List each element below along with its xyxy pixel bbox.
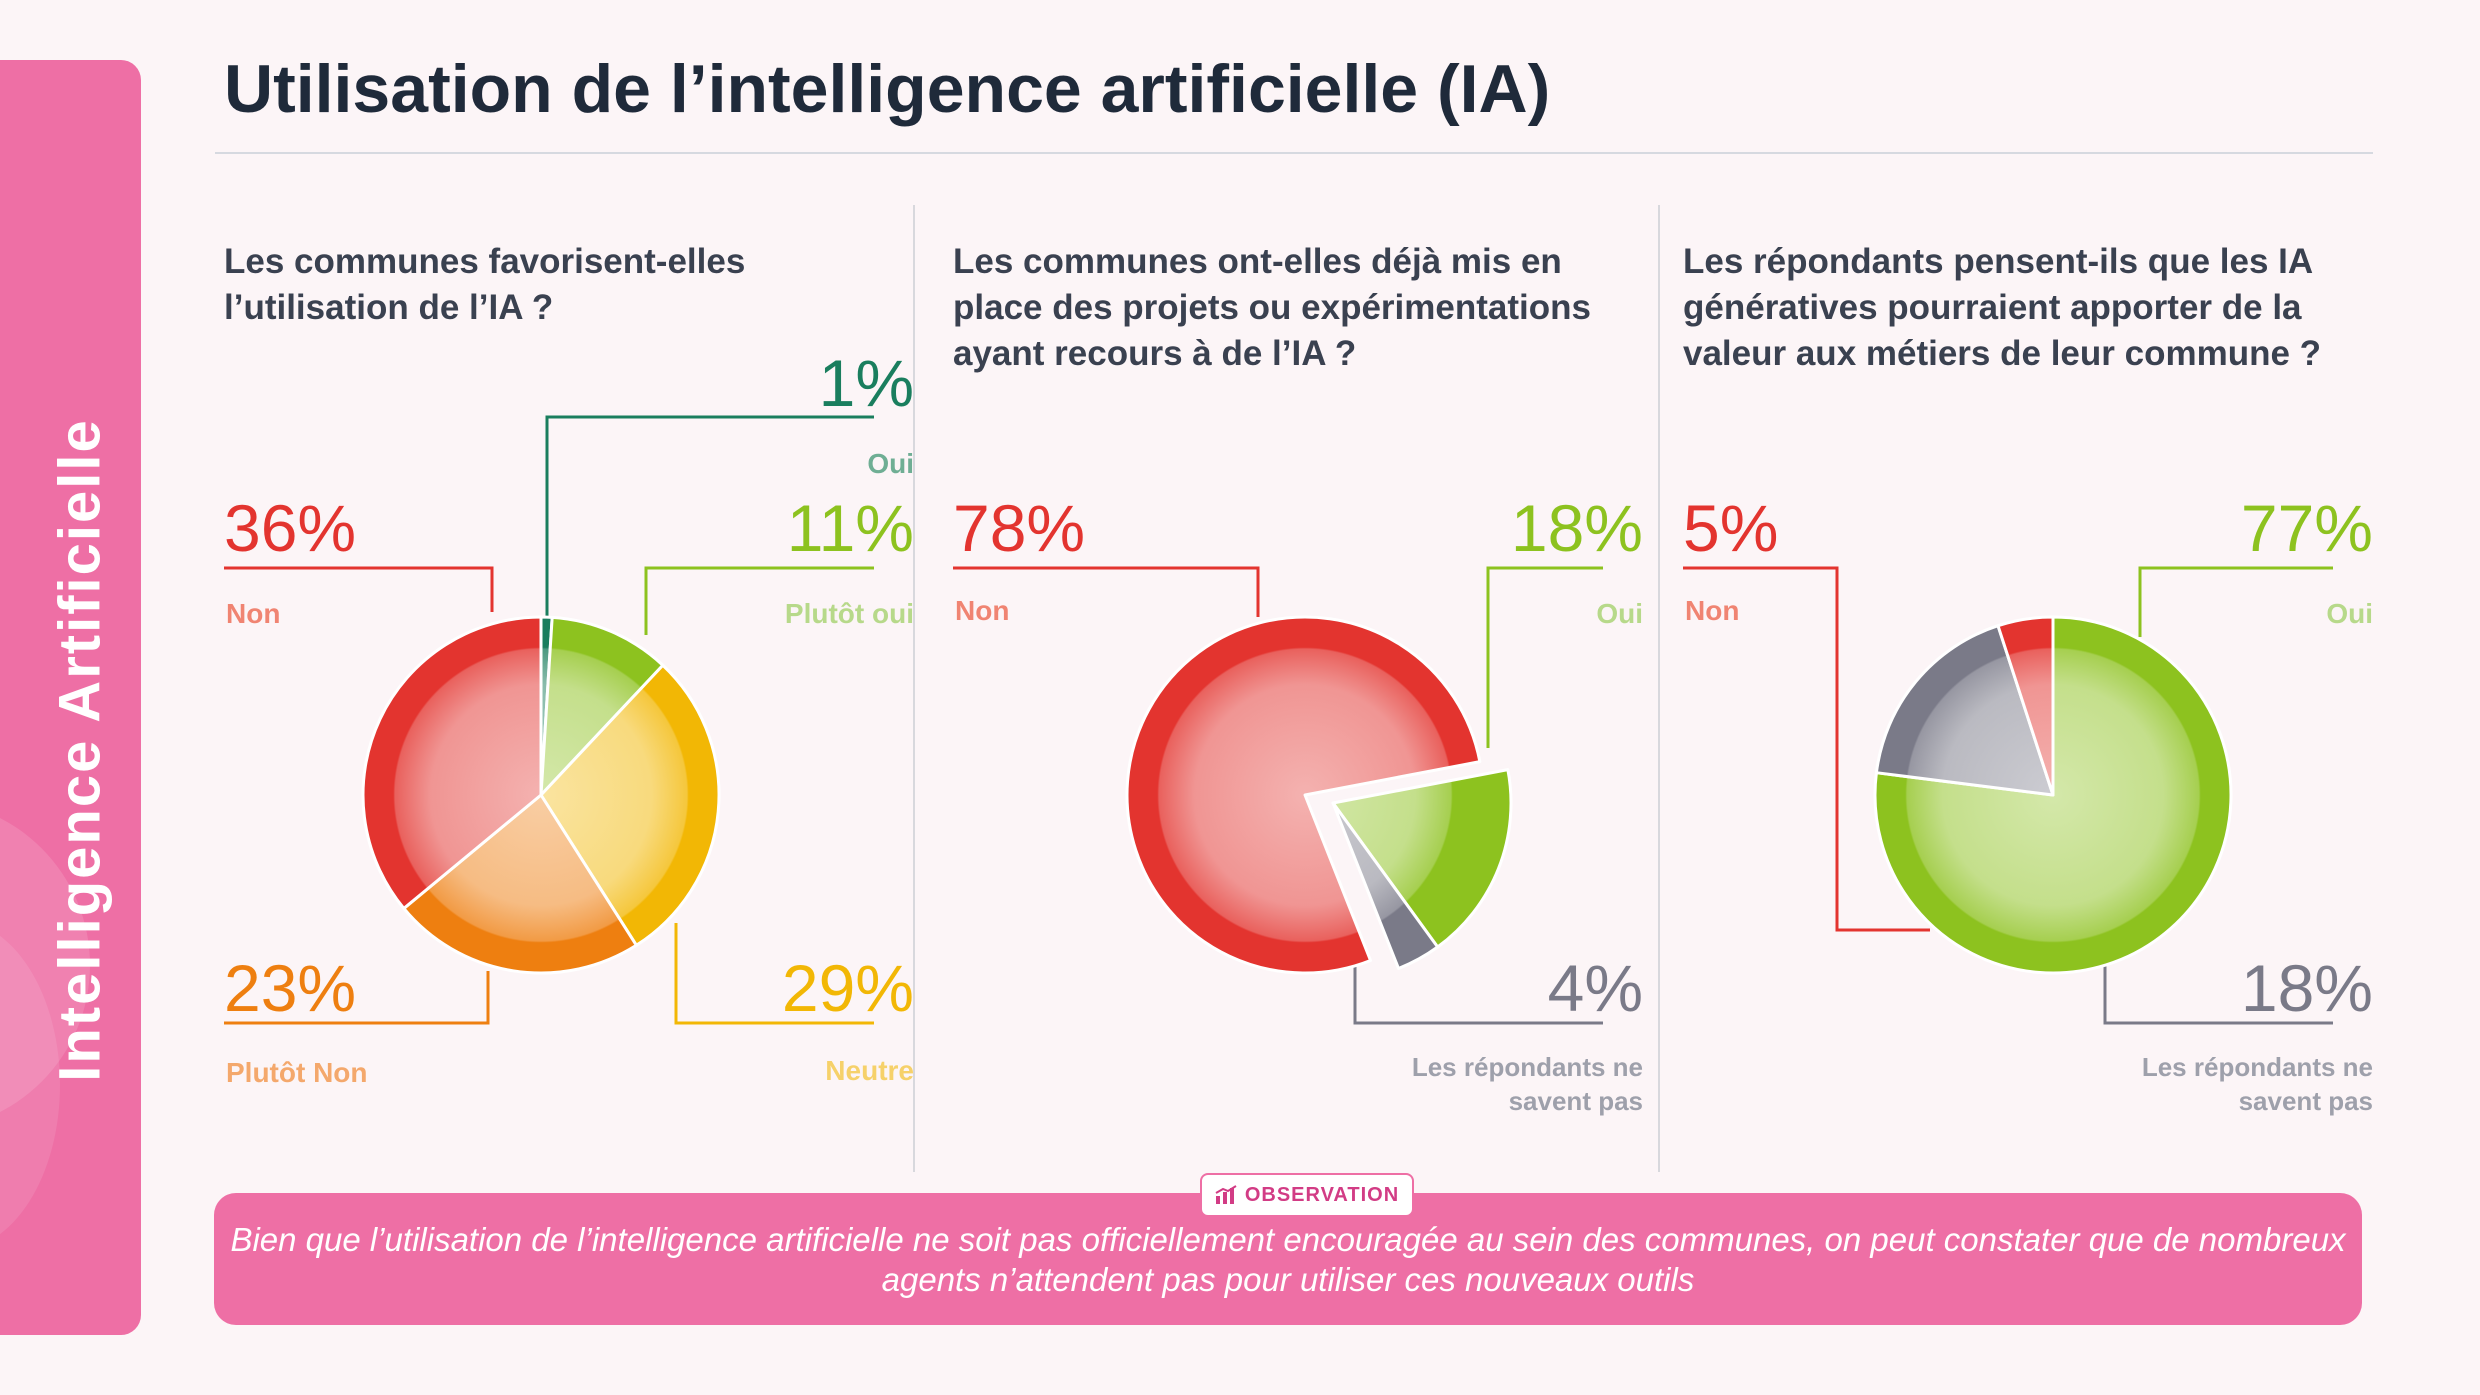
- pie-slice-plutot-oui: [539, 615, 665, 797]
- category-label-oui: Oui: [867, 448, 914, 479]
- leader-line-plutot-non: [224, 971, 490, 1025]
- pct-label-plutot-non: 23%: [224, 951, 357, 1025]
- category-label-non: Non: [955, 595, 1010, 626]
- chart-panel-3: Les répondants pensent-ils que les IA gé…: [1683, 205, 2373, 1165]
- leader-line-non: [1683, 566, 1930, 932]
- category-label-neutre: Neutre: [825, 1055, 914, 1086]
- leader-line-les-repondants-ne-savent-pas: [1353, 943, 1603, 1025]
- page-title: Utilisation de l’intelligence artificiel…: [224, 51, 1551, 127]
- pct-label-non: 36%: [224, 491, 357, 565]
- panel-divider: [1658, 205, 1660, 1172]
- pie-slice-non: [1996, 615, 2055, 797]
- side-tab: Intelligence Artificielle: [0, 60, 141, 1335]
- chart-question: Les communes favorisent-elles l’utilisat…: [224, 242, 746, 327]
- panel-divider: [913, 205, 915, 1172]
- category-label-non: Non: [226, 598, 281, 629]
- side-label: Intelligence Artificielle: [47, 418, 113, 1082]
- pie-slice-les-repondants-ne-savent-pas: [1874, 624, 2055, 797]
- leader-line-oui: [1486, 566, 1603, 748]
- observation-badge: OBSERVATION: [1200, 1173, 1414, 1217]
- leader-line-neutre: [674, 923, 874, 1025]
- observation-badge-label: OBSERVATION: [1244, 1183, 1400, 1206]
- pct-label-non: 78%: [953, 491, 1086, 565]
- pie-chart: [224, 415, 874, 1025]
- observation-text: Bien que l’utilisation de l’intelligence…: [230, 1221, 2346, 1298]
- pct-label-plutot-oui: 11%: [786, 491, 914, 565]
- pct-label-oui: 77%: [2240, 491, 2373, 565]
- pct-label-ne-savent-pas: 18%: [2240, 951, 2373, 1025]
- pie-slice-neutre: [539, 663, 721, 947]
- category-label-non: Non: [1685, 595, 1740, 626]
- pct-label-ne-savent-pas: 4%: [1547, 951, 1643, 1025]
- leader-line-oui: [545, 415, 874, 623]
- chart-question: Les communes ont-elles déjà mis en place…: [953, 242, 1591, 373]
- chart-panel-1: Les communes favorisent-elles l’utilisat…: [224, 205, 914, 1165]
- category-label-ne-savent-pas: Les répondants ne savent pas: [1411, 1052, 1643, 1116]
- leader-line-non: [953, 566, 1260, 617]
- leader-line-plutot-oui: [644, 566, 874, 635]
- pct-label-neutre: 29%: [781, 951, 914, 1025]
- category-label-ne-savent-pas: Les répondants ne savent pas: [2141, 1052, 2373, 1116]
- pie-slice-oui: [1873, 615, 2233, 975]
- pct-label-oui: 18%: [1510, 491, 1643, 565]
- pie-slice-non: [1125, 615, 1482, 975]
- leader-line-les-repondants-ne-savent-pas: [2103, 963, 2333, 1025]
- category-label-oui: Oui: [1596, 598, 1643, 629]
- pie-slice-plutot-non: [402, 793, 638, 975]
- category-label-oui: Oui: [2326, 598, 2373, 629]
- title-divider: [215, 152, 2373, 154]
- chart-icon: [1215, 1185, 1237, 1204]
- category-label-plutot-oui: Plutôt oui: [784, 598, 914, 629]
- pie-slice-les-repondants-ne-savent-pas: [1331, 801, 1440, 970]
- pie-chart: [953, 566, 1603, 1025]
- pie-slice-oui: [1331, 768, 1513, 949]
- leader-line-oui: [2138, 566, 2333, 637]
- pct-label-oui: 1%: [818, 346, 914, 420]
- chart-panel-2: Les communes ont-elles déjà mis en place…: [953, 205, 1643, 1165]
- pct-label-non: 5%: [1683, 491, 1779, 565]
- chart-question: Les répondants pensent-ils que les IA gé…: [1683, 242, 2322, 373]
- pie-chart: [1683, 566, 2333, 1025]
- pie-slice-non: [361, 615, 543, 910]
- category-label-plutot-non: Plutôt Non: [226, 1057, 368, 1088]
- leader-line-non: [224, 566, 494, 612]
